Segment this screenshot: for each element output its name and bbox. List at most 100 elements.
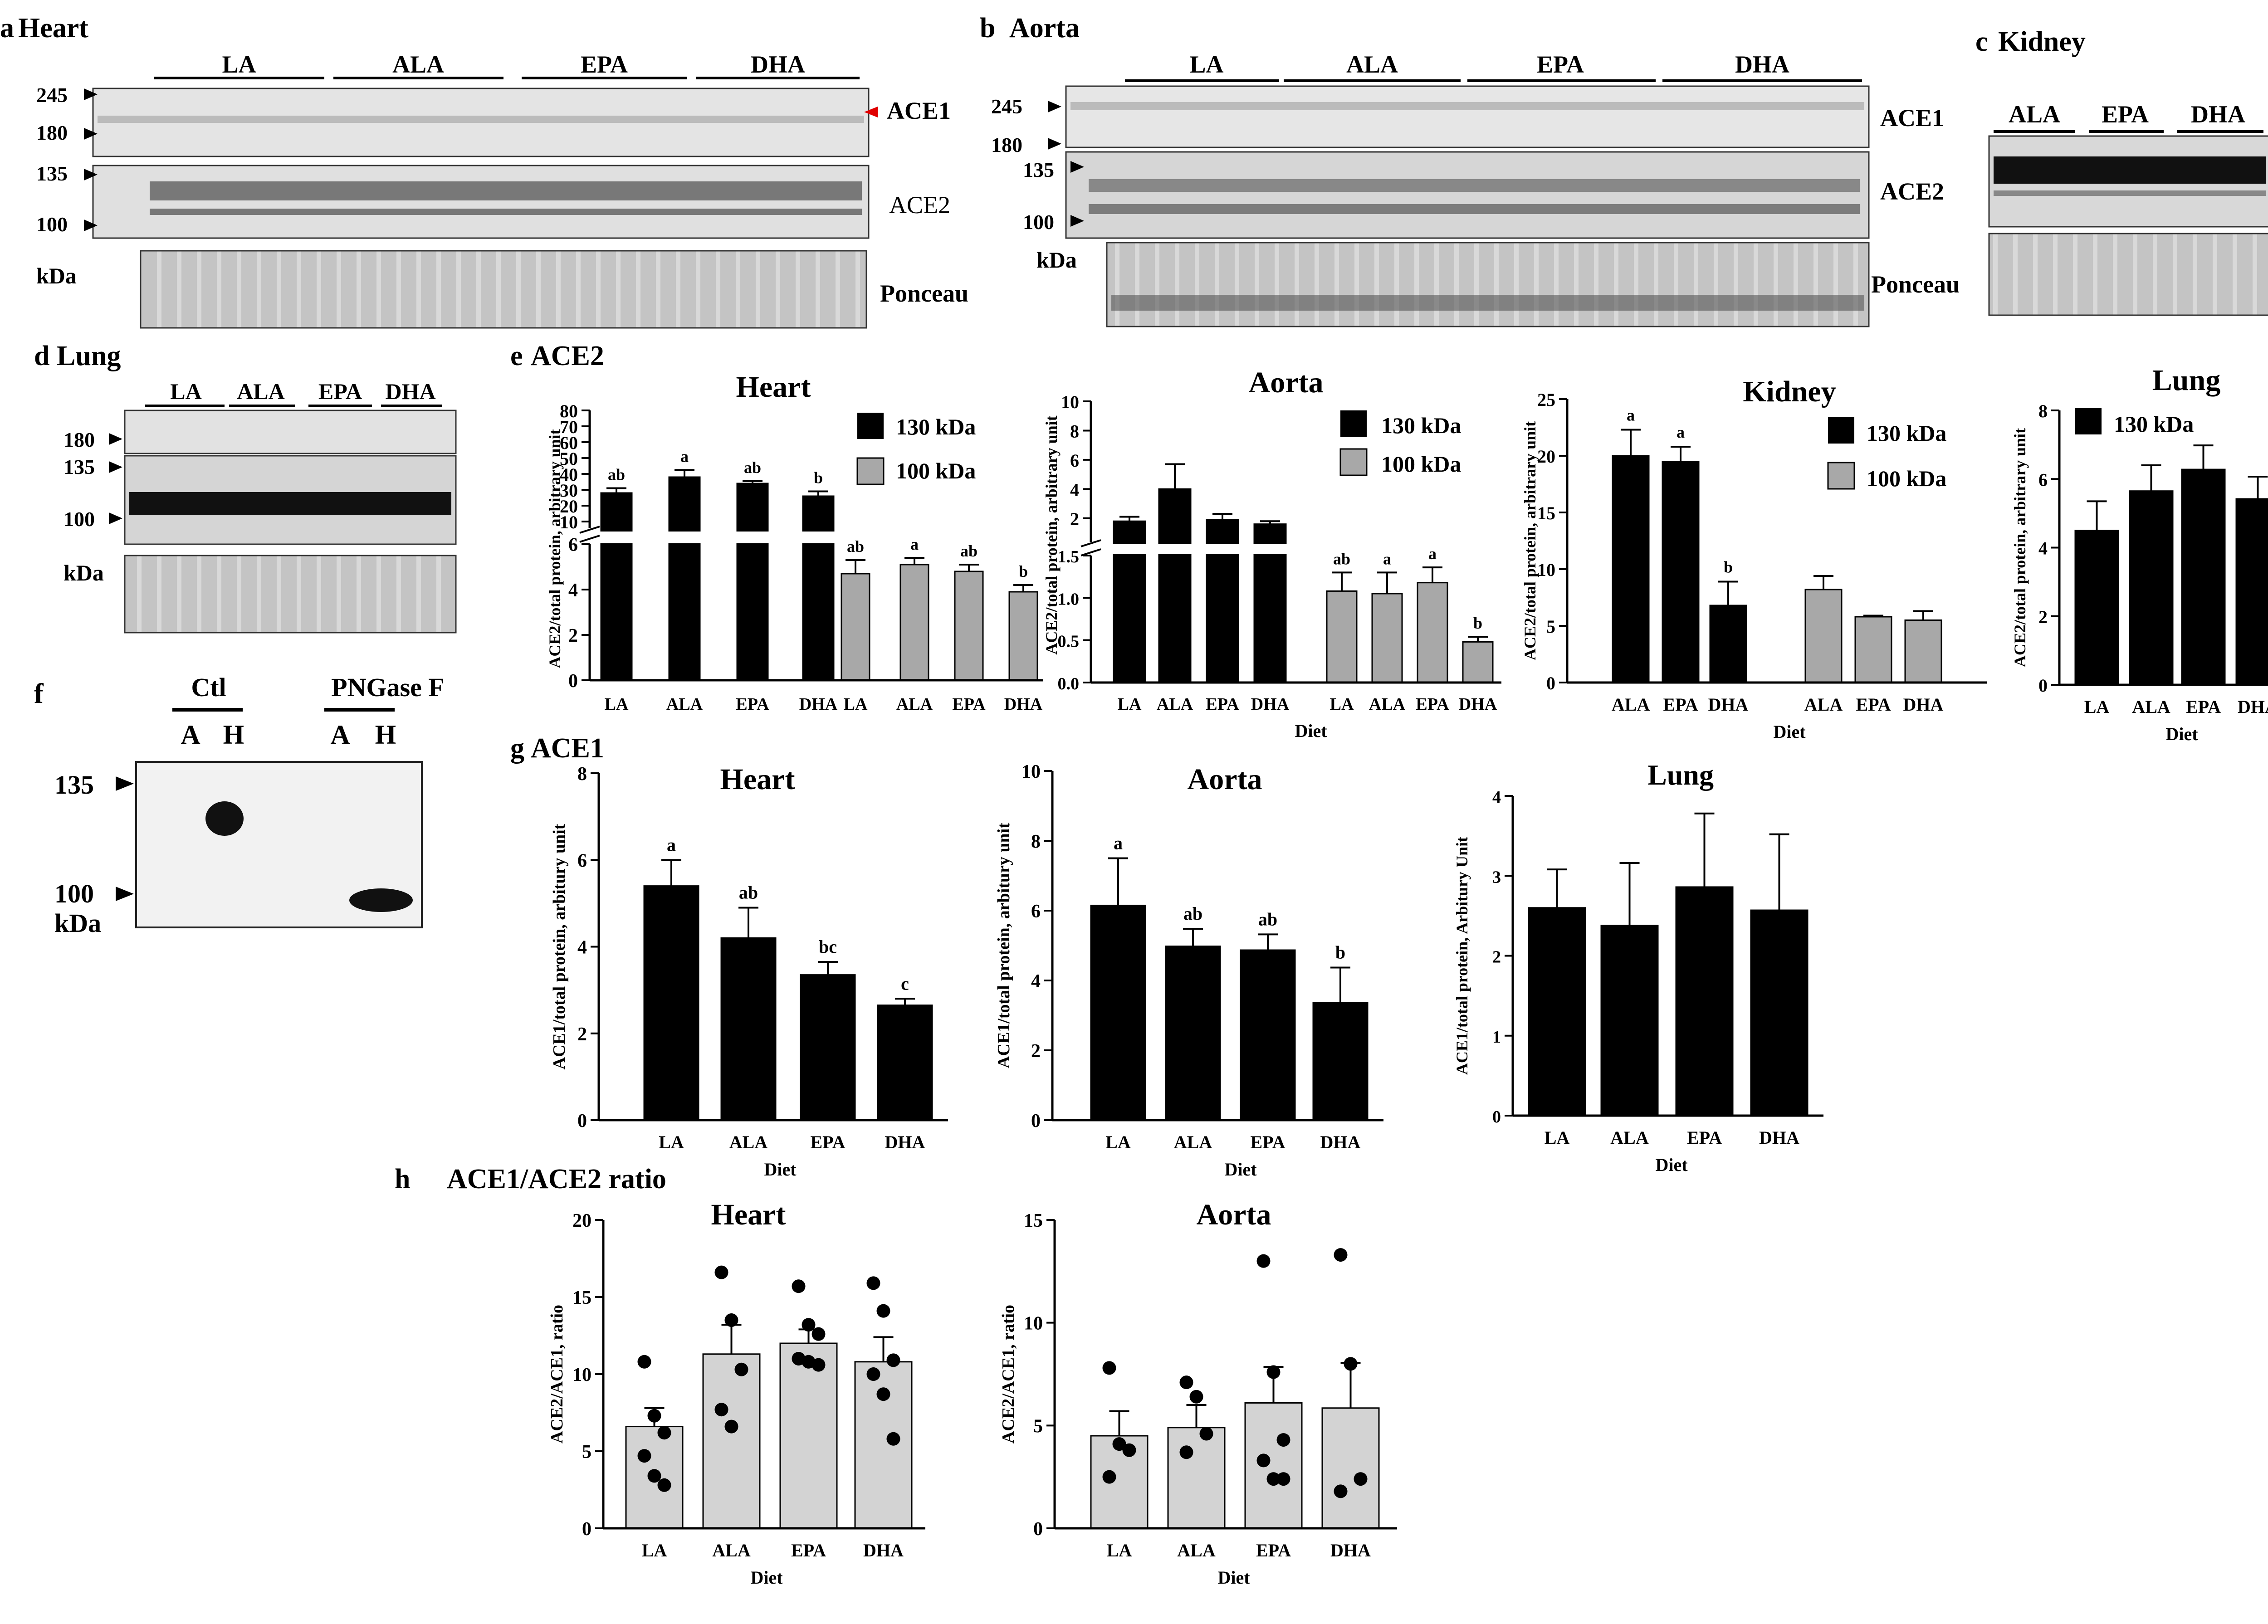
g-heart-ytick-4: 8 [577,764,587,785]
e-lung-title: Lung [2152,364,2220,397]
e-kidney-legend-130: 130 kDa [1867,420,1946,446]
e-kidney-xtick-1: EPA [1663,694,1698,715]
e-kidney-xtick-0: ALA [1612,694,1650,715]
h-aorta-point-3-0 [1334,1248,1348,1262]
e-lung-ytick-1: 2 [2038,607,2048,627]
g-lung-ylabel: ACE1/total protein, Arbitury Unit [1453,837,1471,1075]
section-letter-h: h [395,1164,410,1195]
e-heart-xtick-0: LA [605,695,629,714]
e-heart-xtick-1: ALA [666,695,703,714]
g-lung-ytick-3: 3 [1492,868,1501,887]
e-aorta-bar-130-1 [1158,488,1192,683]
g-heart-title: Heart [720,763,795,796]
h-heart-ytick-1: 5 [582,1442,591,1463]
blot-a-group-DHA: DHA [751,51,805,78]
e-heart-lower-ytick-3: 6 [568,535,578,556]
blot-b-marker-135: 135 [1023,158,1054,181]
blot-a-kda: kDa [36,263,77,288]
g-lung-xtick-3: DHA [1759,1127,1799,1148]
e-heart-ytick-upper-6: 60 [560,433,578,453]
g-aorta-ytick-2: 4 [1031,971,1041,992]
e-kidney-ytick-3: 15 [1537,503,1555,523]
g-heart-bar-0-1 [720,937,777,1121]
blot-a-marker-135: 135 [36,162,68,185]
e-lung-xtick-0: LA [2084,697,2110,717]
g-aorta-title: Aorta [1188,763,1262,796]
blot-d-group-ALA: ALA [237,379,285,404]
g-aorta-letter-0-1: ab [1183,903,1202,924]
e-kidney-letter-0-1: a [1677,423,1685,441]
h-aorta-bar-0-1 [1167,1427,1226,1529]
g-heart-bar-0-0 [643,885,699,1121]
e-kidney-letter-0-0: a [1627,406,1635,424]
e-heart-ytick-upper-3: 30 [560,480,578,501]
h-heart-point-3-4 [876,1387,890,1401]
g-heart-bar-0-3 [877,1005,933,1121]
h-aorta-xtick-0: LA [1107,1540,1132,1561]
e-heart-letter-130-3: b [814,469,823,487]
e-heart-lower-ytick-0: 0 [568,671,578,692]
h-heart-point-1-4 [724,1419,738,1434]
e-kidney-bar-1-0 [1804,589,1843,683]
h-heart-point-3-1 [876,1304,890,1318]
e-aorta-ytick-upper-2: 6 [1070,450,1079,471]
h-heart-title: Heart [711,1198,786,1231]
g-heart-ytick-2: 4 [577,937,587,958]
e-aorta-lower-ytick-2: 1.0 [1058,590,1080,609]
blot-d-marker-100: 100 [64,507,95,531]
blot-d-title: Lung [57,341,121,371]
g-lung-ytick-4: 4 [1492,788,1501,807]
e-kidney-xtick-5: DHA [1903,694,1944,715]
g-heart-xtick-0: LA [659,1132,684,1152]
e-aorta-legend-130-swatch [1340,410,1367,437]
e-lung-ytick-0: 0 [2038,675,2048,696]
g-aorta-ytick-4: 8 [1031,831,1041,852]
e-aorta-xtick-0: LA [1118,695,1142,714]
blot-b-ace1 [1065,85,1870,148]
g-aorta-xtick-3: DHA [1320,1132,1361,1152]
g-heart-letter-0-3: c [901,973,909,994]
blot-d-marker-135: 135 [64,455,95,478]
g-heart-ytick-0: 0 [577,1111,587,1131]
e-kidney-xtick-2: DHA [1708,694,1749,715]
e-heart-bar-100-0 [841,573,870,681]
h-heart-point-1-1 [724,1313,738,1327]
blot-d-group-EPA: EPA [318,379,362,404]
h-heart-ytick-0: 0 [582,1519,591,1540]
h-heart-point-0-1 [647,1409,661,1423]
g-lung-ytick-0: 0 [1492,1107,1501,1127]
blot-f-lane-4: H [375,720,396,750]
e-aorta-lower-ytick-0: 0.0 [1058,674,1080,693]
g-aorta-bar-0-2 [1240,949,1296,1121]
blot-a-marker-180: 180 [36,121,68,144]
e-heart-bar-100-3 [1008,591,1038,681]
e-heart-title: Heart [736,371,811,404]
e-kidney-ytick-2: 10 [1537,560,1555,580]
blot-d-ponceau [124,555,457,634]
g-aorta-letter-0-2: ab [1258,909,1277,929]
h-aorta-bar-0-0 [1090,1435,1149,1529]
chart-g-aorta: Aorta 0 2 4 6 8 10 ACE1/total protein, arbitury… [994,761,1383,1180]
blot-b-marker-245: 245 [991,95,1022,118]
e-aorta-bar-100-1 [1371,593,1403,683]
e-kidney-bar-1-1 [1854,616,1892,683]
e-kidney-bar-0-0 [1612,455,1650,683]
blot-a-band-ace1: ACE1 [887,97,951,124]
e-kidney-bar-0-2 [1709,605,1747,683]
g-aorta-xtick-1: ALA [1174,1132,1212,1152]
e-kidney-ytick-0: 0 [1546,673,1555,693]
blot-b-kda: kDa [1036,247,1077,273]
e-aorta-legend-130: 130 kDa [1381,413,1461,438]
g-heart-ylabel: ACE1/total protein, arbitury unit [550,824,569,1069]
section-title-g: ACE1 [531,733,604,764]
e-heart-letter-100-2: ab [960,542,978,560]
blot-b-ace2 [1065,151,1870,239]
e-lung-legend-130: 130 kDa [2114,411,2194,437]
blot-c-group-DHA: DHA [2191,101,2245,128]
g-lung-bar-0-3 [1750,909,1809,1117]
h-aorta-point-0-2 [1122,1443,1136,1457]
e-aorta-bar-130-2 [1206,519,1239,683]
blot-a-group-ALA: ALA [392,51,444,78]
e-lung-ytick-4: 8 [2038,401,2048,421]
